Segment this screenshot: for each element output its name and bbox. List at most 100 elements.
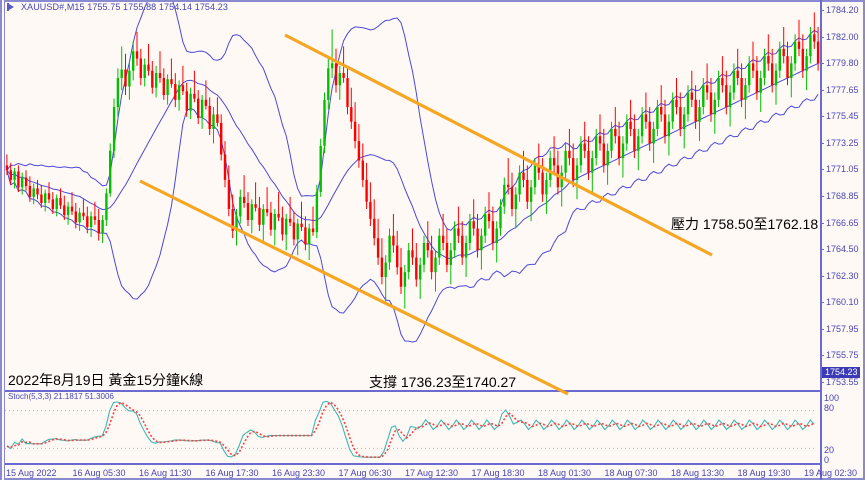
candlestick xyxy=(109,143,112,197)
candlestick xyxy=(223,141,227,188)
candlestick xyxy=(220,114,223,161)
time-axis-tick: 17 Aug 06:30 xyxy=(338,468,392,478)
candlestick xyxy=(9,162,12,185)
tick-value: 1755.75 xyxy=(826,350,859,361)
candlestick xyxy=(533,158,537,195)
candlestick xyxy=(541,158,544,202)
price-axis-tick: 1766.65 xyxy=(821,218,859,228)
candlestick xyxy=(315,184,319,239)
tick-dash xyxy=(821,196,824,197)
candlestick xyxy=(510,172,514,217)
candlestick xyxy=(55,194,58,217)
time-axis-tick: 17 Aug 12:30 xyxy=(405,468,459,478)
time-axis-tick: 18 Aug 13:30 xyxy=(671,468,725,478)
price-axis-tick: 1755.75 xyxy=(821,350,859,361)
candlestick xyxy=(514,187,517,229)
tick-value: 1784.20 xyxy=(826,5,859,15)
price-axis-tick: 1753.55 xyxy=(821,378,859,387)
candlestick xyxy=(560,165,563,207)
time-axis-tick: 17 Aug 18:30 xyxy=(471,468,525,478)
candlestick xyxy=(564,143,567,180)
tick-dash xyxy=(821,142,824,144)
candlestick xyxy=(147,44,150,76)
candlestick xyxy=(549,150,552,188)
tick-dash xyxy=(821,63,824,65)
candlestick xyxy=(376,218,380,265)
candlestick xyxy=(426,221,429,258)
time-axis-tick: 18 Aug 19:30 xyxy=(737,468,791,478)
tick-value: 1773.25 xyxy=(826,137,859,148)
candlestick xyxy=(438,228,441,265)
candlestick xyxy=(277,192,280,222)
price-axis-tick: 1764.50 xyxy=(821,245,859,254)
tick-dash xyxy=(821,116,824,118)
candlestick xyxy=(430,235,433,280)
candlestick xyxy=(32,183,35,205)
price-axis-tick: 1782.00 xyxy=(821,31,859,42)
tick-dash xyxy=(821,382,824,383)
price-pane xyxy=(5,2,820,388)
time-axis-tick: 16 Aug 05:30 xyxy=(72,468,126,478)
price-axis-tick: 1760.10 xyxy=(821,298,859,307)
candlestick xyxy=(97,209,100,241)
candlestick xyxy=(93,201,97,225)
time-axis-tick: 16 Aug 17:30 xyxy=(205,468,259,478)
candlestick xyxy=(13,167,16,189)
candlestick xyxy=(748,56,751,93)
candlestick xyxy=(36,179,39,200)
candlestick xyxy=(143,58,146,87)
candlestick xyxy=(526,165,529,209)
tick-dash xyxy=(821,249,824,251)
candlestick xyxy=(411,228,414,265)
candlestick xyxy=(51,192,54,214)
candlestick xyxy=(399,247,403,294)
candlestick xyxy=(17,165,20,193)
candlestick xyxy=(767,34,770,71)
time-axis-tick: 16 Aug 23:30 xyxy=(272,468,326,478)
candlestick xyxy=(135,31,139,66)
candlestick xyxy=(243,175,246,208)
right-edge-border xyxy=(863,0,865,480)
candlestick xyxy=(434,250,437,292)
tick-value: 1779.80 xyxy=(826,58,859,69)
candlestick xyxy=(101,215,104,243)
candlestick xyxy=(304,216,307,251)
candlestick xyxy=(407,243,410,280)
candlestick xyxy=(105,188,108,226)
candlestick xyxy=(112,98,116,159)
candlestick xyxy=(361,143,364,188)
candlestick xyxy=(813,12,816,49)
tick-value: 1782.00 xyxy=(826,31,859,42)
price-axis-tick: 1762.30 xyxy=(821,270,859,281)
candlestick xyxy=(273,209,276,246)
candlestick xyxy=(162,68,165,100)
candlestick xyxy=(216,97,219,127)
candlestick xyxy=(728,85,732,127)
tick-dash xyxy=(821,89,824,91)
candlestick xyxy=(246,192,250,226)
candlestick xyxy=(403,264,407,309)
candlestick xyxy=(683,107,686,149)
candlestick xyxy=(285,213,288,251)
resistance-annotation: 壓力 1758.50至1762.18 xyxy=(671,216,819,232)
stoch-d-line xyxy=(6,401,815,458)
stochastic-chart-svg xyxy=(5,400,816,458)
candlestick xyxy=(327,58,330,110)
candlestick xyxy=(296,218,299,256)
candlestick xyxy=(258,196,261,231)
candlestick xyxy=(262,204,265,241)
time-axis-tick: 19 Aug 02:30 xyxy=(804,468,858,478)
candlestick xyxy=(778,41,781,78)
candlestick xyxy=(139,48,142,86)
candlestick xyxy=(40,184,43,208)
tick-value: 1762.30 xyxy=(826,270,859,281)
candlestick xyxy=(721,56,724,93)
candlestick xyxy=(281,206,284,241)
candlestick xyxy=(713,92,716,134)
candlestick xyxy=(239,189,242,224)
candlestick xyxy=(782,27,785,64)
candlestick xyxy=(70,192,74,216)
candlestick xyxy=(388,228,391,270)
candlestick xyxy=(24,170,28,191)
